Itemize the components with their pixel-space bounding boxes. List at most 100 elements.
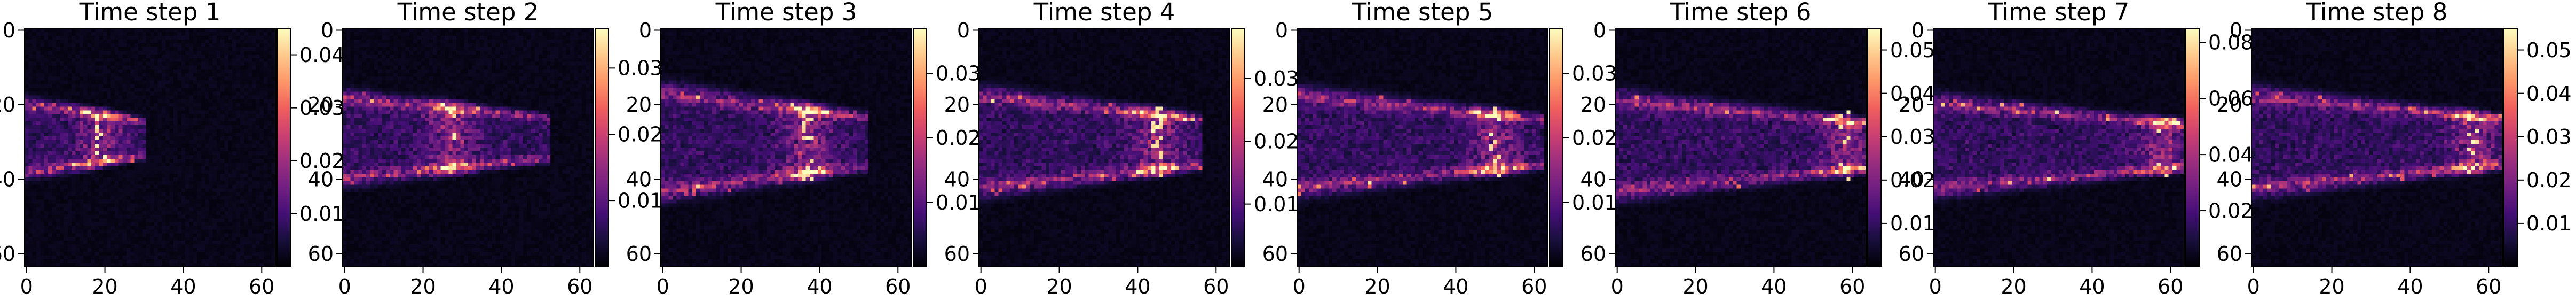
x-tick-label: 20 [2319,275,2344,298]
colorbar-tick-label: 0.04 [2526,82,2572,105]
x-tick-label: 20 [1682,275,1708,298]
y-tick-label: 20 [1581,93,1606,117]
colorbar-tick-label: 0.02 [299,149,345,173]
colorbar-tick-label: 0.02 [618,123,663,146]
colorbar-tick-label: 0.01 [1572,191,1617,214]
y-tick-label: 0 [2230,19,2242,42]
colorbar-frame [595,28,609,267]
colorbar-tick-label: 0.01 [299,202,345,226]
x-tick-label: 0 [1293,275,1306,298]
colorbar-frame [1867,28,1882,267]
y-tick-label: 0 [3,19,15,42]
y-tick-label: 40 [308,168,334,191]
colorbar-tick-label: 0.01 [618,189,663,212]
y-tick-label: 20 [626,93,652,117]
colorbar-tick-label: 0.01 [936,191,981,214]
panel-title: Time step 6 [1670,0,1812,26]
y-tick-label: 60 [308,242,334,266]
panel-time-step-6: Time step 60 20 40 6002040600.010.020.030.0… [1581,0,1935,298]
colorbar-tick-label: 0.03 [1890,125,1935,149]
panel-title: Time step 7 [1988,0,2130,26]
y-tick-label: 20 [1899,93,1924,117]
x-tick-label: 60 [1839,275,1865,298]
colorbar-tick-label: 0.03 [618,57,663,80]
panel-time-step-7: Time step 70 20 40 6002040600.020.040.060.0… [1899,0,2254,298]
x-tick-label: 0 [1611,275,1624,298]
colorbar-tick-label: 0.04 [299,43,345,67]
colorbar-tick-label: 0.06 [2208,87,2254,110]
heatmap-image [343,28,594,267]
y-tick-label: 40 [626,168,652,191]
x-tick-label: 20 [1046,275,1072,298]
x-tick-label: 0 [657,275,669,298]
x-tick-label: 40 [2079,275,2105,298]
y-tick-label: 60 [2217,242,2242,266]
axes-frame [2251,28,2503,267]
panel-title: Time step 1 [79,0,221,26]
colorbar-tick-label: 0.03 [1572,62,1617,86]
colorbar-gradient [1868,28,1881,267]
x-tick-label: 60 [1521,275,1547,298]
y-tick-label: 40 [0,168,15,191]
y-tick-label: 0 [957,19,970,42]
colorbar-tick-label: 0.04 [1890,82,1935,105]
colorbar-frame [2503,28,2518,267]
colorbar-gradient [277,28,290,267]
colorbar-tick-label: 0.03 [2526,125,2572,149]
heatmap-image [25,28,275,267]
y-tick-label: 60 [944,242,970,266]
y-tick-label: 40 [1581,168,1606,191]
x-tick-label: 40 [807,275,832,298]
colorbar-frame [1549,28,1563,267]
colorbar-tick-label: 0.02 [2208,199,2254,222]
x-tick-label: 40 [2397,275,2423,298]
y-tick-label: 60 [1262,242,1288,266]
x-tick-label: 40 [1443,275,1468,298]
panel-title: Time step 3 [715,0,857,26]
y-tick-label: 40 [944,168,970,191]
colorbar-tick-label: 0.01 [1890,212,1935,235]
x-tick-label: 60 [2158,275,2183,298]
colorbar-tick-label: 0.02 [1254,130,1299,153]
y-tick-label: 60 [0,242,15,266]
y-tick-label: 20 [308,93,334,117]
y-tick-label: 20 [1262,93,1288,117]
y-tick-label: 40 [1262,168,1288,191]
x-tick-label: 20 [410,275,436,298]
colorbar-tick-label: 0.05 [1890,38,1935,62]
x-tick-label: 20 [728,275,754,298]
colorbar-tick-label: 0.08 [2208,31,2254,55]
axes-frame [342,28,594,267]
y-tick-label: 0 [1275,19,1288,42]
colorbar-tick-label: 0.02 [2526,168,2572,192]
heatmap-image [1933,28,2184,267]
y-tick-label: 0 [1593,19,1606,42]
colorbar-tick-label: 0.02 [1890,168,1935,192]
colorbar-tick-label: 0.02 [936,126,981,150]
panel-time-step-3: Time step 3 0 20 40 60 0 20 40 60 0.01 0.02 0.03 [626,0,981,298]
x-tick-label: 40 [488,275,514,298]
y-tick-label: 0 [639,19,652,42]
colorbar-tick-label: 0.03 [299,96,345,120]
colorbar-frame [276,28,291,267]
x-tick-label: 60 [885,275,911,298]
heatmap-image [979,28,1230,267]
panel-title: Time step 2 [397,0,539,26]
y-tick-label: 40 [1899,168,1924,191]
colorbar-gradient [913,28,927,267]
colorbar-gradient [2186,28,2199,267]
y-tick-label: 0 [1911,19,1924,42]
y-tick-label: 20 [0,93,15,117]
axes-frame [660,28,912,267]
colorbar-tick-label: 0.05 [2526,38,2572,62]
colorbar-tick-label: 0.03 [936,62,981,86]
panel-time-step-8: Time step 80 20 40 6002040600.010.020.030.0… [2217,0,2572,298]
panel-title: Time step 8 [2306,0,2448,26]
axes-frame [978,28,1230,267]
x-tick-label: 0 [20,275,33,298]
panel-time-step-1: Time step 1020406002040600.010.020.030.0… [0,0,345,298]
